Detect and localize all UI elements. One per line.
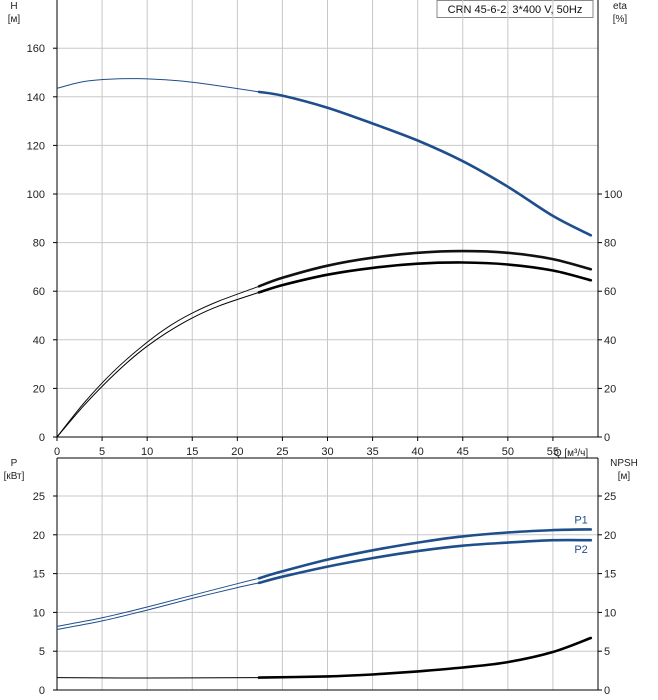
q-axis-label: Q [м³/ч] bbox=[554, 448, 589, 459]
p-tick-label: 25 bbox=[33, 491, 45, 503]
npsh-tick-label: 5 bbox=[604, 646, 610, 658]
q-tick-label: 30 bbox=[321, 446, 333, 458]
eta-upper-curve-extended bbox=[56, 285, 260, 438]
eta-axis-label: eta bbox=[613, 1, 627, 12]
h-tick-label: 40 bbox=[33, 335, 45, 347]
npsh-tick-label: 15 bbox=[604, 569, 616, 581]
q-tick-label: 45 bbox=[457, 446, 469, 458]
h-curve-extended bbox=[56, 78, 260, 93]
npsh-axis-label: NPSH bbox=[610, 458, 638, 469]
p1-curve-operating bbox=[257, 528, 593, 580]
q-tick-label: 40 bbox=[412, 446, 424, 458]
h-axis-label: H bbox=[10, 1, 17, 12]
eta-lower-curve-extended bbox=[56, 291, 260, 438]
q-tick-label: 5 bbox=[99, 446, 105, 458]
eta-tick-label: 20 bbox=[604, 383, 616, 395]
eta-tick-label: 100 bbox=[604, 189, 622, 201]
h-tick-label: 60 bbox=[33, 286, 45, 298]
q-tick-label: 35 bbox=[366, 446, 378, 458]
p-tick-label: 5 bbox=[39, 646, 45, 658]
h-curve-operating bbox=[257, 90, 593, 237]
q-tick-label: 0 bbox=[54, 446, 60, 458]
p1-curve-extended bbox=[56, 577, 260, 627]
q-tick-label: 10 bbox=[141, 446, 153, 458]
p-axis-label: P bbox=[11, 458, 18, 469]
p-axis-unit: [кВт] bbox=[4, 471, 25, 482]
q-tick-label: 50 bbox=[502, 446, 514, 458]
eta-tick-label: 0 bbox=[604, 432, 610, 444]
p-tick-label: 15 bbox=[33, 569, 45, 581]
h-tick-label: 20 bbox=[33, 383, 45, 395]
q-tick-label: 25 bbox=[276, 446, 288, 458]
eta-lower-curve-operating bbox=[257, 261, 593, 294]
p2-series-label: P2 bbox=[574, 544, 587, 556]
info-box-text: CRN 45-6-2, 3*400 V, 50Hz bbox=[448, 4, 583, 16]
eta-tick-label: 60 bbox=[604, 286, 616, 298]
p1-series-label: P1 bbox=[574, 514, 587, 526]
npsh-tick-label: 25 bbox=[604, 491, 616, 503]
h-tick-label: 0 bbox=[39, 432, 45, 444]
h-tick-label: 120 bbox=[27, 140, 45, 152]
npsh-tick-label: 20 bbox=[604, 530, 616, 542]
p2-curve-operating bbox=[257, 538, 593, 585]
npsh-axis-unit: [м] bbox=[618, 471, 631, 482]
info-box bbox=[436, 0, 594, 18]
npsh-tick-label: 10 bbox=[604, 607, 616, 619]
p-tick-label: 20 bbox=[33, 530, 45, 542]
eta-upper-curve-operating bbox=[257, 249, 593, 288]
q-tick-label: 55 bbox=[547, 446, 559, 458]
eta-tick-label: 40 bbox=[604, 335, 616, 347]
p2-curve-extended bbox=[56, 582, 260, 630]
eta-axis-unit: [%] bbox=[613, 14, 628, 25]
h-tick-label: 140 bbox=[27, 92, 45, 104]
p-tick-label: 10 bbox=[33, 607, 45, 619]
p-tick-label: 0 bbox=[39, 685, 45, 697]
q-tick-label: 20 bbox=[231, 446, 243, 458]
npsh-tick-label: 0 bbox=[604, 685, 610, 697]
eta-tick-label: 80 bbox=[604, 238, 616, 250]
h-axis-unit: [м] bbox=[8, 14, 21, 25]
npsh-curve-operating bbox=[257, 636, 593, 679]
h-tick-label: 100 bbox=[27, 189, 45, 201]
q-tick-label: 15 bbox=[186, 446, 198, 458]
h-tick-label: 160 bbox=[27, 43, 45, 55]
h-tick-label: 80 bbox=[33, 238, 45, 250]
